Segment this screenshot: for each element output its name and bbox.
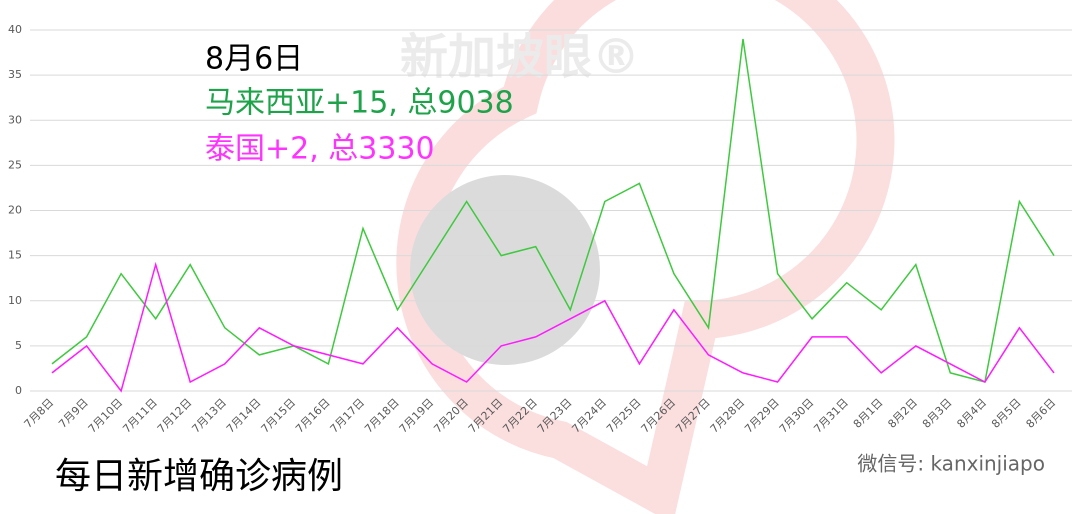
x-tick-label: 7月14日 xyxy=(224,396,264,436)
x-tick-label: 8月2日 xyxy=(885,396,920,431)
x-tick-label: 7月30日 xyxy=(777,396,817,436)
x-tick-label: 7月13日 xyxy=(189,396,229,436)
series-line xyxy=(51,38,1055,383)
y-tick-label: 35 xyxy=(8,68,22,81)
source: 微信号: kanxinjiapo xyxy=(857,452,1045,476)
x-tick-label: 8月5日 xyxy=(989,396,1024,431)
watermark-text: 新加坡眼® xyxy=(400,29,640,85)
x-tick-label: 7月25日 xyxy=(604,396,644,436)
x-tick-label: 7月16日 xyxy=(293,396,333,436)
watermark-logo: 新加坡眼® xyxy=(396,0,895,514)
x-tick-label: 7月29日 xyxy=(742,396,782,436)
x-tick-label: 7月17日 xyxy=(328,396,368,436)
y-tick-label: 20 xyxy=(8,204,22,217)
annotation: 马来西亚+15, 总9038 xyxy=(205,86,514,121)
series-line xyxy=(51,261,1055,393)
x-tick-label: 8月6日 xyxy=(1024,396,1059,431)
x-tick-label: 7月11日 xyxy=(120,396,160,436)
x-tick-label: 8月4日 xyxy=(954,396,989,431)
x-tick-label: 7月15日 xyxy=(259,396,299,436)
y-tick-label: 40 xyxy=(8,23,22,36)
x-tick-label: 7月10日 xyxy=(86,396,126,436)
x-tick-label: 7月31日 xyxy=(811,396,851,436)
x-tick-label: 8月1日 xyxy=(851,396,886,431)
x-tick-label: 7月20日 xyxy=(431,396,471,436)
x-tick-label: 7月8日 xyxy=(22,396,57,431)
x-tick-label: 7月28日 xyxy=(708,396,748,436)
x-tick-label: 7月18日 xyxy=(362,396,402,436)
x-tick-label: 7月24日 xyxy=(569,396,609,436)
watermark-ring xyxy=(396,0,895,514)
y-tick-label: 5 xyxy=(15,339,22,352)
x-tick-label: 7月12日 xyxy=(155,396,195,436)
y-tick-label: 30 xyxy=(8,113,22,126)
annotation: 8月6日 xyxy=(205,42,303,77)
footer: 每日新增确诊病例 xyxy=(55,456,343,497)
watermark-circle xyxy=(410,175,600,365)
y-tick-label: 25 xyxy=(8,158,22,171)
x-tick-label: 7月19日 xyxy=(397,396,437,436)
x-tick-label: 8月3日 xyxy=(920,396,955,431)
y-tick-label: 0 xyxy=(15,384,22,397)
annotation: 泰国+2, 总3330 xyxy=(205,132,435,167)
y-tick-label: 10 xyxy=(8,294,22,307)
y-tick-label: 15 xyxy=(8,249,22,262)
